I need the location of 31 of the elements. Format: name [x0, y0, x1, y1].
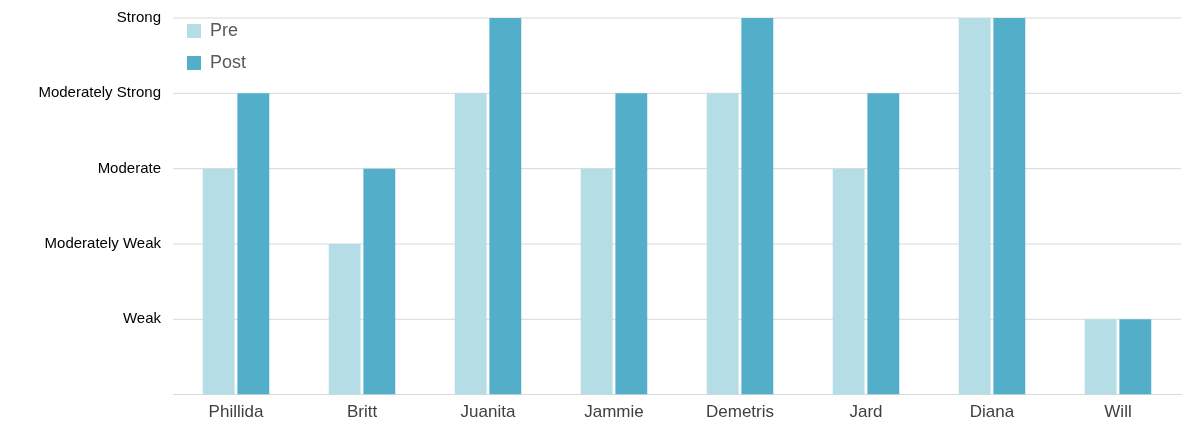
bar [580, 168, 613, 395]
bar [1119, 319, 1152, 395]
bar [615, 93, 648, 395]
x-tick-label: Phillida [208, 402, 264, 422]
x-tick-label: Will [1104, 402, 1132, 422]
bar [1084, 319, 1117, 395]
bar [706, 93, 739, 395]
x-tick-label: Jammie [584, 402, 644, 422]
x-tick-label: Diana [969, 402, 1015, 422]
x-tick-label: Britt [346, 402, 378, 422]
bar [867, 93, 900, 395]
legend-label: Pre [210, 19, 239, 40]
bar [741, 18, 774, 395]
x-tick-label: Jard [849, 402, 883, 422]
bar [993, 18, 1026, 395]
bar [489, 18, 522, 395]
bar [202, 168, 235, 395]
bar [958, 18, 991, 395]
text: Moderately Strong [38, 83, 161, 101]
x-tick-label: Demetris [705, 402, 775, 422]
text: Moderately Weak [44, 234, 162, 252]
bar [328, 243, 361, 395]
text: Weak [122, 309, 162, 327]
legend-label: Post [210, 51, 247, 72]
bar [832, 168, 865, 395]
text: Moderate [97, 158, 161, 176]
bar [363, 168, 396, 395]
bar [454, 93, 487, 395]
x-tick-label: Juanita [460, 402, 516, 422]
bar [237, 93, 270, 395]
text: Strong [116, 8, 161, 26]
